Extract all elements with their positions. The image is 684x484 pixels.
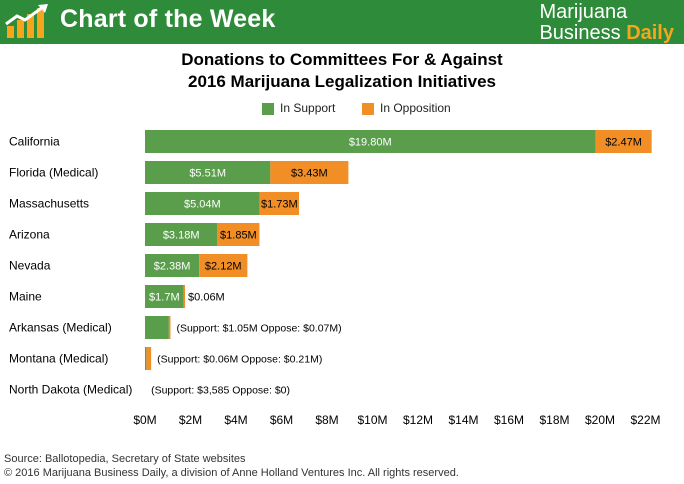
data-label-opposition: $1.85M xyxy=(220,230,257,242)
x-tick-label: $10M xyxy=(357,413,387,427)
x-tick-label: $2M xyxy=(179,413,202,427)
bar-opposition xyxy=(270,161,349,184)
chart-title-line1: Donations to Committees For & Against xyxy=(181,50,503,69)
data-label-note: (Support: $1.05M Oppose: $0.07M) xyxy=(176,323,341,335)
data-label-support: $5.04M xyxy=(184,199,221,211)
data-label-support: $5.51M xyxy=(189,168,226,180)
bar-support xyxy=(145,161,271,184)
data-label-note: (Support: $0.06M Oppose: $0.21M) xyxy=(157,354,322,366)
data-label-support: $3.18M xyxy=(163,230,200,242)
bar-opposition xyxy=(146,347,152,370)
data-label-opposition: $0.06M xyxy=(188,292,225,304)
category-label: Montana (Medical) xyxy=(9,352,108,366)
x-tick-label: $6M xyxy=(270,413,293,427)
data-label-opposition: $2.12M xyxy=(205,261,242,273)
category-label: North Dakota (Medical) xyxy=(9,383,132,397)
footer-source: Source: Ballotopedia, Secretary of State… xyxy=(4,453,246,465)
category-label: Arizona xyxy=(9,228,50,242)
category-label: California xyxy=(9,135,60,149)
bar-opposition xyxy=(168,316,171,339)
brand-daily: Daily xyxy=(626,22,674,44)
data-label-opposition: $1.73M xyxy=(261,199,298,211)
footer-copyright: © 2016 Marijuana Business Daily, a divis… xyxy=(4,467,459,479)
brand-line2: Business xyxy=(539,22,621,44)
bar-opposition xyxy=(595,130,652,153)
x-tick-label: $4M xyxy=(224,413,247,427)
header-title: Chart of the Week xyxy=(60,5,276,33)
data-label-support: $19.80M xyxy=(349,137,392,149)
bar-opposition xyxy=(259,192,300,215)
bar-support xyxy=(145,347,147,370)
x-tick-label: $0M xyxy=(133,413,156,427)
category-label: Nevada xyxy=(9,259,51,273)
bar-support xyxy=(145,254,200,277)
x-tick-label: $8M xyxy=(315,413,338,427)
brand-logo: Marijuana Business Daily xyxy=(539,2,674,44)
data-label-opposition: $3.43M xyxy=(291,168,328,180)
category-label: Arkansas (Medical) xyxy=(9,321,112,335)
x-tick-label: $12M xyxy=(403,413,433,427)
x-tick-label: $22M xyxy=(630,413,660,427)
x-tick-label: $14M xyxy=(448,413,478,427)
bar-chart-arrow-icon xyxy=(5,4,48,38)
bar-support xyxy=(145,192,260,215)
data-label-support: $2.38M xyxy=(154,261,191,273)
bar-opposition xyxy=(183,285,186,308)
category-label: Maine xyxy=(9,290,42,304)
header-banner: Chart of the Week Marijuana Business Dai… xyxy=(0,0,684,44)
legend-swatch-support xyxy=(262,103,274,115)
x-tick-label: $20M xyxy=(585,413,615,427)
x-tick-label: $16M xyxy=(494,413,524,427)
brand-line1: Marijuana xyxy=(539,1,628,23)
data-label-opposition: $2.47M xyxy=(605,137,642,149)
legend-label-opposition: In Opposition xyxy=(380,101,451,115)
bar-support xyxy=(145,130,596,153)
legend-label-support: In Support xyxy=(280,101,336,115)
bar-opposition xyxy=(217,223,260,246)
category-label: Florida (Medical) xyxy=(9,166,98,180)
category-label: Massachusetts xyxy=(9,197,89,211)
chart-title-line2: 2016 Marijuana Legalization Initiatives xyxy=(188,72,496,91)
legend-swatch-opposition xyxy=(362,103,374,115)
bar-opposition xyxy=(199,254,248,277)
bar-support xyxy=(145,285,184,308)
bar-support xyxy=(145,316,169,339)
data-label-note: (Support: $3,585 Oppose: $0) xyxy=(151,385,290,397)
x-tick-label: $18M xyxy=(539,413,569,427)
bar-support xyxy=(145,223,218,246)
data-label-support: $1.7M xyxy=(149,292,180,304)
